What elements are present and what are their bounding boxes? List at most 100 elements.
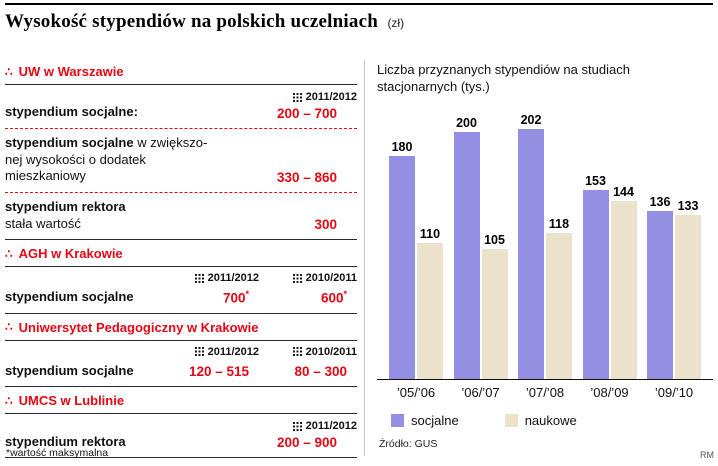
row-value: 300 [314,217,337,233]
university-bullet-icon: ∴ [5,246,13,261]
row-label: stypendium socjalne: [5,104,138,120]
year-text: 2011/2012 [305,91,357,103]
bar-value-label: 133 [677,198,699,213]
bar-group: 200 105 [453,115,508,379]
bar-socjalne [518,128,544,379]
x-axis-label: ’06/’07 [461,384,500,400]
footnote-marker: * [343,289,347,300]
bar-naukowe [481,248,508,379]
row-label: stypendium socjalne [5,289,134,305]
credit: RM [700,450,714,460]
table-row: stypendium socjalne 700* 600* [5,287,357,313]
bar-value-label: 110 [419,226,441,241]
chart-plot: 180 110 200 105 202 118 153 144 136 133 [377,108,713,380]
bar-value-label: 180 [391,139,413,154]
row-value: 200 – 700 [276,106,337,121]
university-header: ∴ UW w Warszawie [5,58,357,85]
year-label: 2011/2012 [292,420,357,433]
table-section: ∴ UW w Warszawie stypendium socjalne: 2011/… [5,58,357,241]
legend-swatch [504,413,518,427]
bar-socjalne [582,189,609,379]
bar-group: 202 118 [518,113,572,379]
bar-naukowe [675,214,701,379]
university-header: ∴ UMCS w Lublinie [5,387,357,415]
year-text: 2011/2012 [305,420,357,433]
page-title-unit: (zł) [387,16,405,30]
bar-value-label: 153 [585,173,606,188]
bar-group: 180 110 [389,140,443,379]
x-axis-label: ’09/’10 [654,384,694,400]
table-row: stypendium socjalne w zwiększo- nej wyso… [5,128,357,192]
x-axis-label: ’08/’09 [590,384,629,400]
university-header: ∴ Uniwersytet Pedagogiczny w Krakowie [5,314,357,341]
row-value: 120 – 515 [188,364,249,380]
chart-panel: Liczba przyznanych stypendiów na studiac… [377,62,713,450]
footnote: *wartość maksymalna [6,447,109,459]
top-rule [5,3,713,5]
bar-naukowe [610,200,637,379]
year-label: 2010/2011 [292,345,357,358]
row-label: stypendium rektora [5,433,126,449]
bar-value-label: 118 [548,216,570,231]
legend-item: naukowe [504,412,577,428]
row-value: 700* [222,289,249,306]
university-name: AGH w Krakowie [18,246,123,262]
x-axis-label: ’05/’06 [396,384,436,400]
row-label: stypendium rektora stała wartość [5,198,126,231]
chart-source: Źródło: GUS [379,437,438,450]
table-row: stypendium rektora stała wartość 300 [5,191,357,239]
year-label: 2010/2011 [292,272,357,285]
calendar-grid-icon [292,92,302,102]
bar-socjalne [389,155,415,379]
calendar-grid-icon [194,347,204,357]
bar-group: 136 133 [647,195,701,379]
row-value: 200 – 900 [276,435,337,451]
university-table: ∴ UW w Warszawie stypendium socjalne: 2011/… [5,58,357,459]
table-section: ∴ Uniwersytet Pedagogiczny w Krakowie 2011… [5,314,357,388]
row-value: 600* [320,289,347,306]
page-title-text: Wysokość stypendiów na polskich uczelnia… [5,11,378,32]
chart-legend: socjalne naukowe [377,413,713,428]
row-label: stypendium socjalne [5,362,134,378]
calendar-grid-icon [194,273,204,283]
bar-value-label: 202 [520,112,542,127]
bar-socjalne [647,210,673,379]
bar-value-label: 200 [456,115,477,130]
legend-swatch [391,413,404,427]
year-label: 2011/2012 [194,272,259,285]
bar-naukowe [417,242,443,379]
row-value: 330 – 860 [276,169,337,185]
table-section: ∴ UMCS w Lublinie stypendium rektora 2011/2… [5,387,357,459]
table-row: stypendium socjalne 120 – 515 80 – 300 [5,361,357,387]
year-label: 2011/2012 [292,91,357,103]
calendar-grid-icon [292,273,302,283]
x-axis-labels: ’05/’06 ’06/’07 ’07/’08 ’08/’09 ’09/’10 [377,385,713,400]
university-bullet-icon: ∴ [5,64,13,79]
legend-label: naukowe [524,412,577,428]
bar-naukowe [546,232,572,379]
year-text: 2011/2012 [207,272,259,285]
year-text: 2010/2011 [305,272,357,285]
university-bullet-icon: ∴ [5,393,13,408]
university-header: ∴ AGH w Krakowie [5,240,357,268]
calendar-grid-icon [292,421,302,431]
table-row: stypendium socjalne: 2011/2012 200 – 700 [5,85,357,128]
year-label: 2011/2012 [194,346,259,358]
year-text: 2010/2011 [305,345,357,358]
university-name: UW w Warszawie [18,64,124,79]
table-section: ∴ AGH w Krakowie 2011/2012 2010/2011 stypend… [5,240,357,314]
bar-value-label: 136 [649,194,671,209]
university-name: Uniwersytet Pedagogiczny w Krakowie [18,319,259,335]
bar-socjalne [453,131,480,379]
calendar-grid-icon [292,347,302,357]
university-name: UMCS w Lublinie [18,393,125,409]
bar-value-label: 144 [613,184,634,199]
vertical-divider [364,60,365,456]
footnote-marker: * [245,289,249,300]
legend-item: socjalne [391,413,459,428]
page-title: Wysokość stypendiów na polskich uczelnia… [5,11,404,33]
university-bullet-icon: ∴ [5,320,13,335]
row-label: stypendium socjalne w zwiększo- nej wyso… [5,135,208,184]
bar-value-label: 105 [484,232,505,247]
